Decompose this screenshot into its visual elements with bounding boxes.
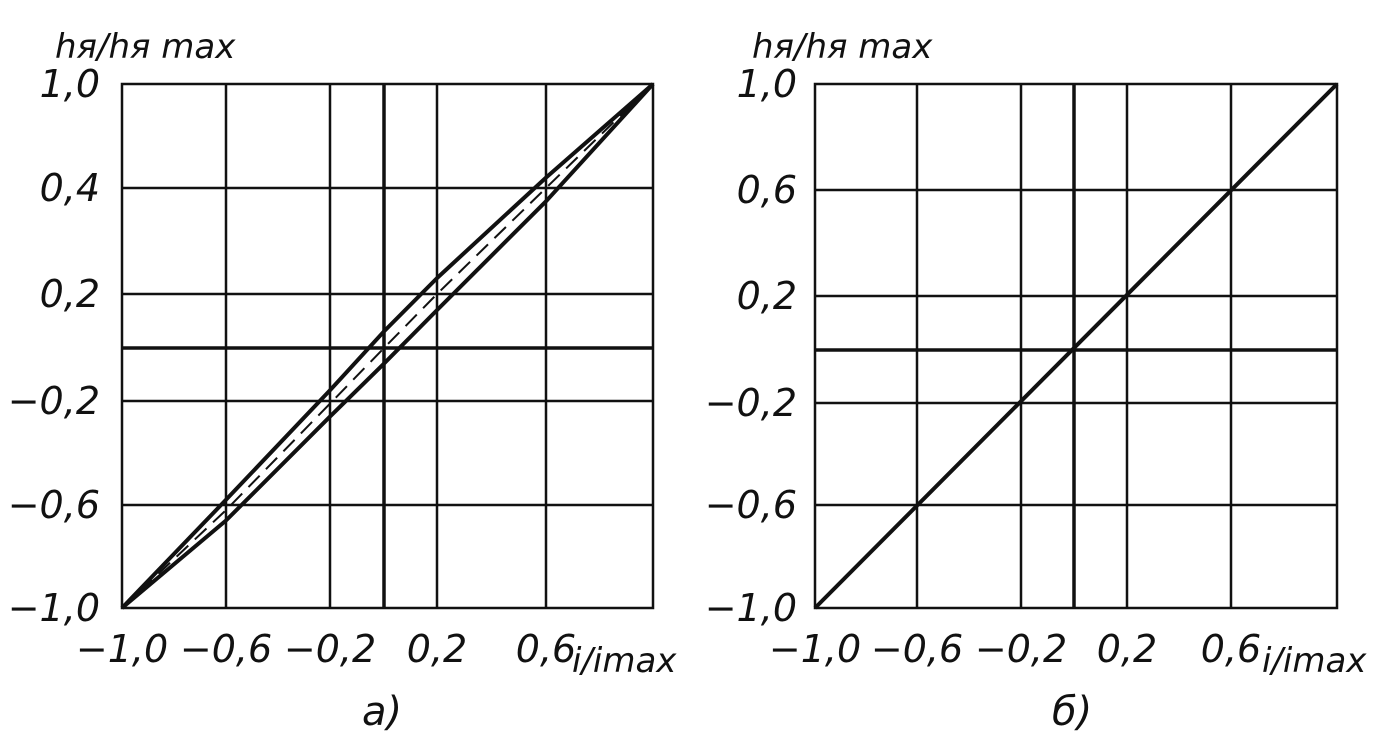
panel-b: 1,00,60,2−0,2−0,6−1,0 −1,0 −0,6 −0,2 0,2 0,6… <box>705 27 1368 735</box>
series-line-1 <box>120 82 655 610</box>
x-tick-label: −1,0 <box>76 627 168 671</box>
y-tick-labels-a: 1,0 0,4 0,2 −0,2 −0,6 −1,0 <box>8 62 100 630</box>
curves-a <box>120 82 655 610</box>
y-tick-label: −1,0 <box>8 586 100 630</box>
x-tick-label: −1,0 <box>769 627 861 671</box>
series-line-2 <box>120 82 655 610</box>
x-tick-label: 0,6 <box>516 627 576 671</box>
panel-label-a: а) <box>362 689 402 735</box>
x-tick-label: 0,2 <box>1097 627 1157 671</box>
x-axis-label-b: i/imax <box>1262 641 1367 681</box>
x-axis-label-a: i/imax <box>572 641 677 681</box>
y-tick-label: 1,0 <box>737 62 797 106</box>
x-tick-label: −0,6 <box>180 627 272 671</box>
y-tick-label: 0,6 <box>737 168 797 212</box>
y-tick-label: −0,6 <box>705 483 797 527</box>
panel-a: 1,0 0,4 0,2 −0,2 −0,6 −1,0 −1,0 −0,6 −0,2 0,2 0,6… <box>8 27 678 735</box>
y-tick-labels-b: 1,0 0,6 0,2 −0,2 −0,6 −1,0 <box>705 62 797 630</box>
panel-label-b: б) <box>1052 689 1092 735</box>
y-axis-label-b: hя/hя max <box>752 27 933 67</box>
curves-b <box>813 82 1339 610</box>
x-tick-label: −0,6 <box>871 627 963 671</box>
y-tick-label: −0,2 <box>705 381 797 425</box>
y-tick-label: −0,6 <box>8 483 100 527</box>
series-line-3 <box>121 83 654 609</box>
series-line-1 <box>813 82 1339 610</box>
y-tick-label: 0,2 <box>737 274 797 318</box>
x-tick-label: −0,2 <box>975 627 1067 671</box>
y-tick-label: −1,0 <box>705 586 797 630</box>
y-axis-label-a: hя/hя max <box>55 27 236 67</box>
x-tick-label: −0,2 <box>284 627 376 671</box>
y-tick-label: −0,2 <box>8 379 100 423</box>
x-tick-labels-a: −1,0 −0,6 −0,2 0,2 0,6 <box>76 627 576 671</box>
y-tick-label: 1,0 <box>40 62 100 106</box>
plot-frame <box>813 82 1339 610</box>
plot-frame <box>120 82 655 610</box>
x-tick-label: 0,6 <box>1201 627 1261 671</box>
x-tick-labels-b: −1,0 −0,6 −0,2 0,2 0,6 <box>769 627 1261 671</box>
x-tick-label: 0,2 <box>407 627 467 671</box>
y-tick-label: 0,4 <box>40 166 100 210</box>
y-tick-label: 0,2 <box>40 272 100 316</box>
